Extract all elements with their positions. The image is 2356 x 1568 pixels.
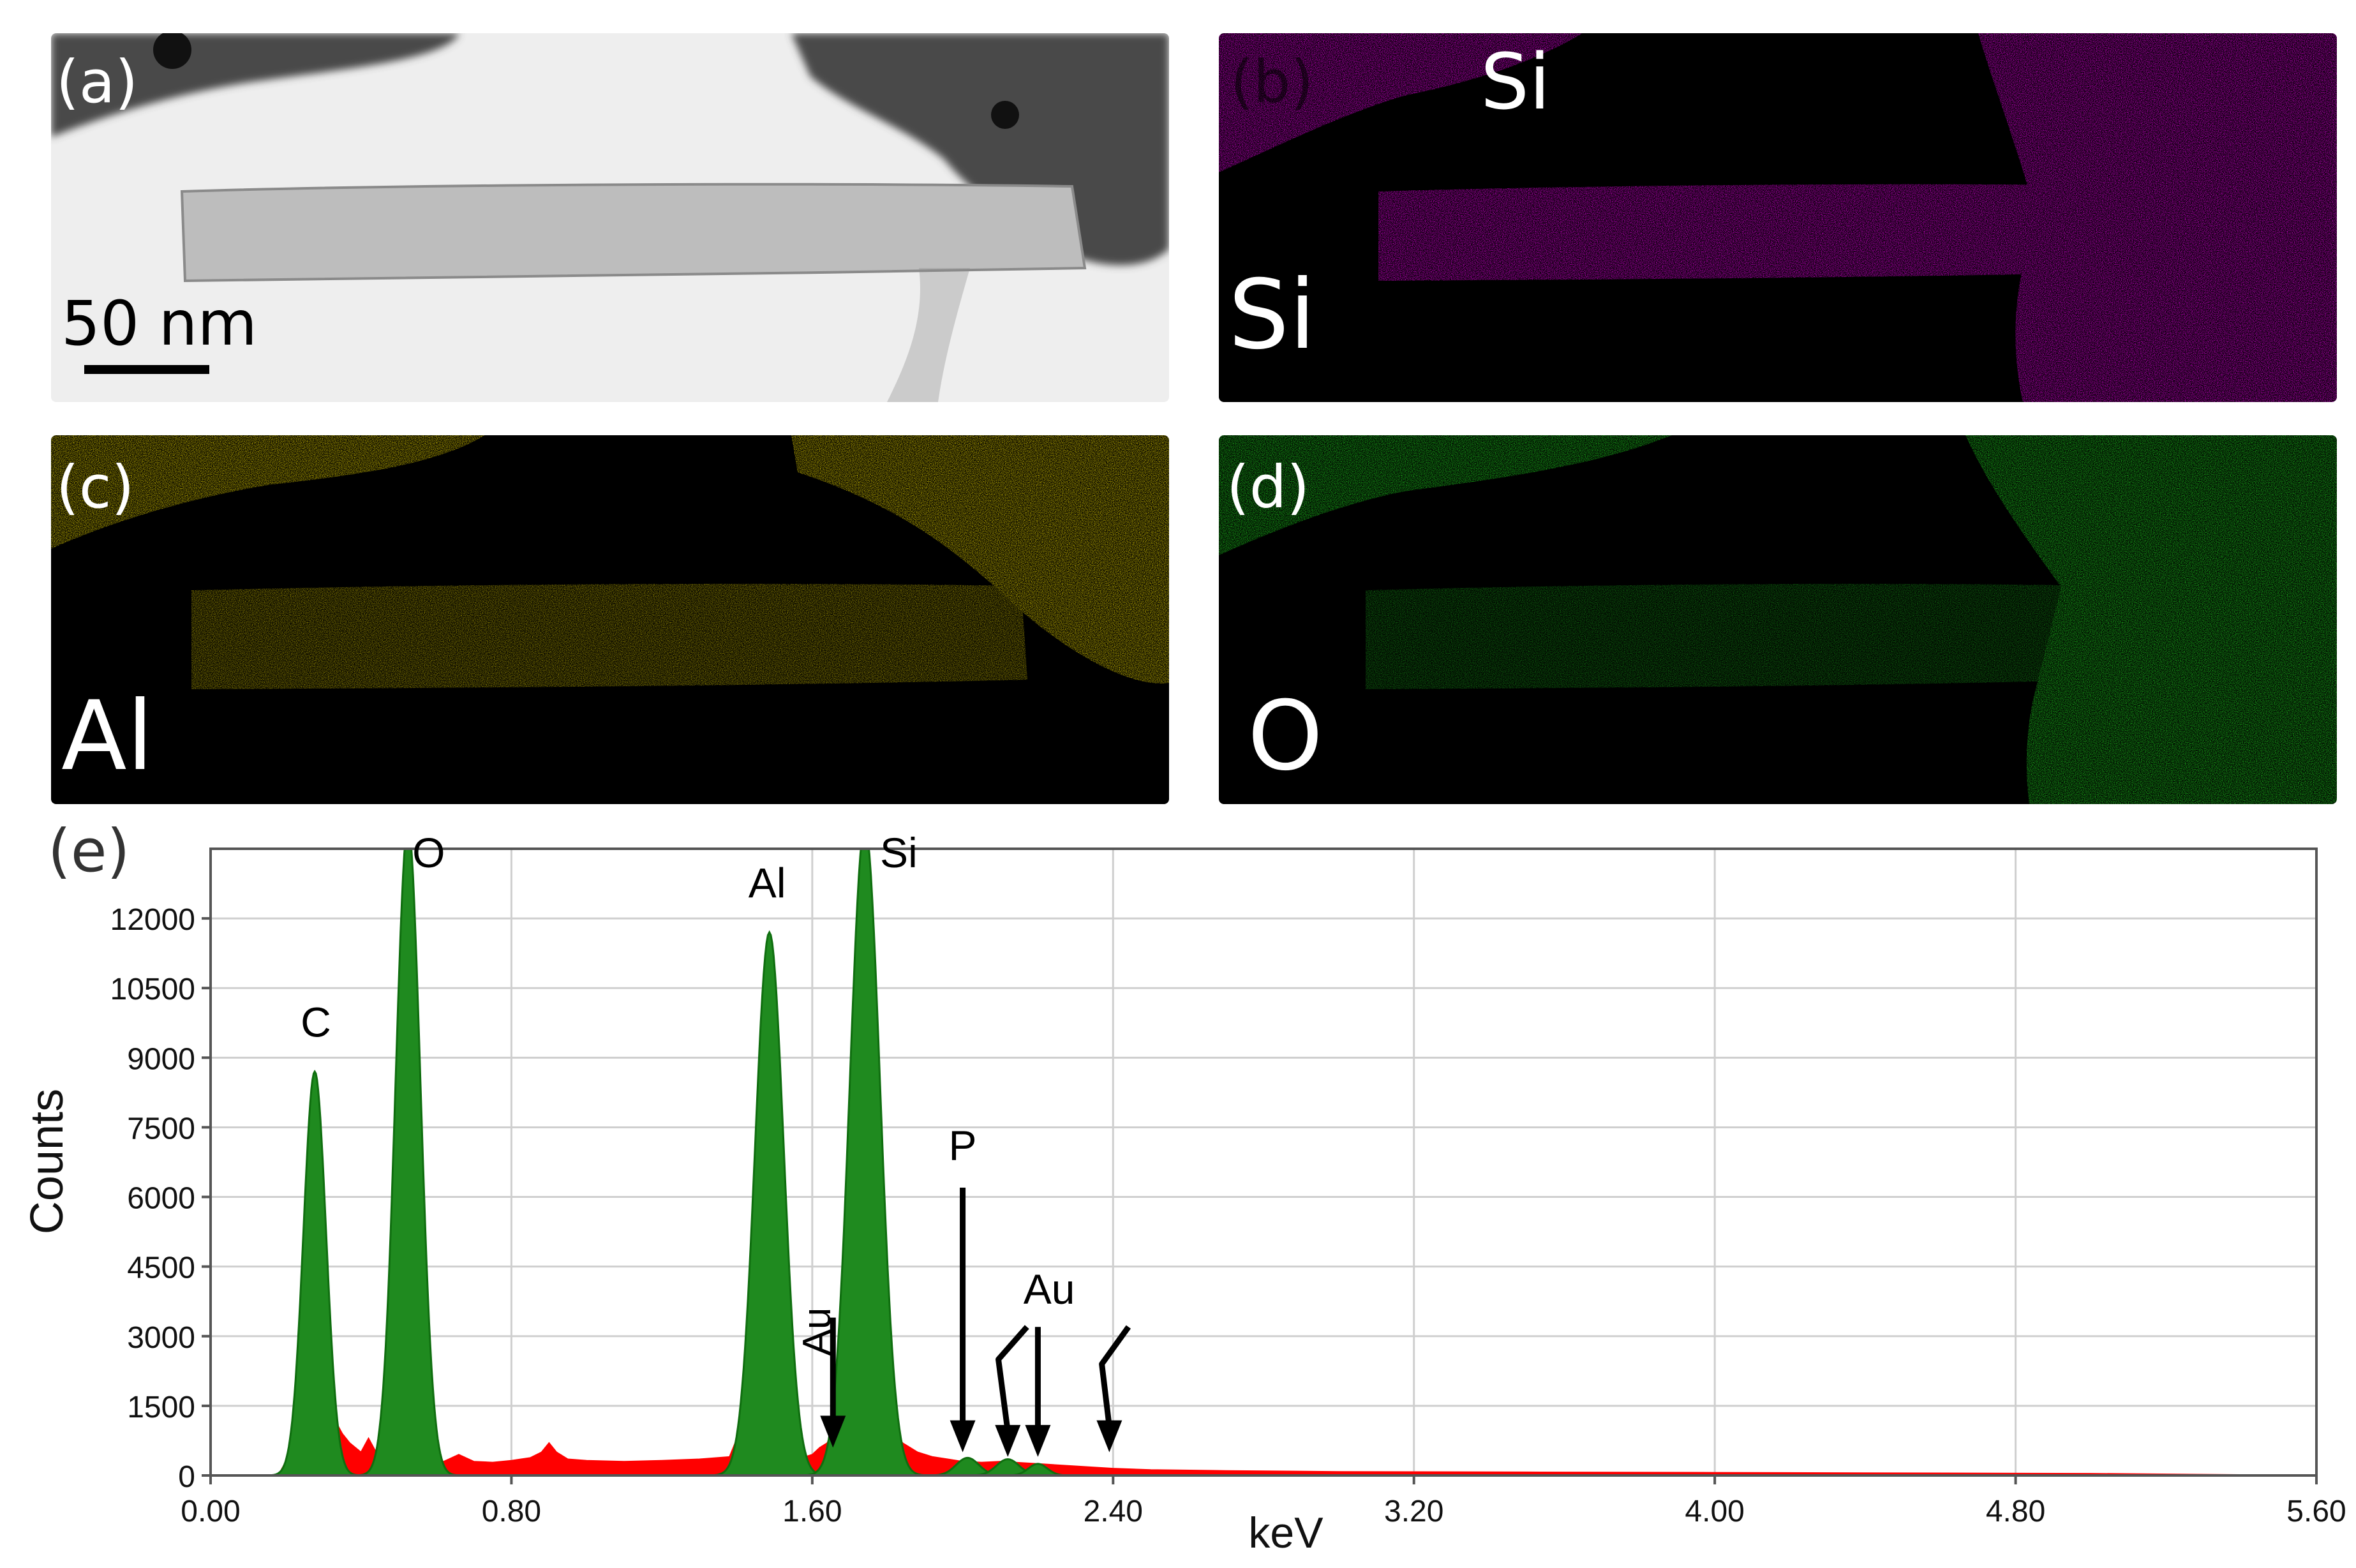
- y-tick-label: 12000: [110, 903, 195, 937]
- y-tick-label: 3000: [127, 1321, 195, 1355]
- tem-rod-shadow: [887, 268, 970, 402]
- peak-label-au: Au: [1024, 1266, 1075, 1313]
- panel-d-o-map: (d) O: [1219, 435, 2337, 804]
- si-annotation-top: Si: [1480, 38, 1551, 127]
- x-tick-label: 1.60: [782, 1495, 842, 1528]
- peak-label-c: C: [301, 999, 331, 1046]
- x-tick-label: 0.00: [181, 1495, 240, 1528]
- tem-dark-particle: [991, 101, 1019, 129]
- x-axis-label: keV: [1248, 1509, 1323, 1557]
- peak-si: [804, 849, 925, 1475]
- peak-c: [269, 1070, 360, 1475]
- peak-label-si: Si: [880, 829, 918, 876]
- tem-nanorod: [180, 183, 1087, 283]
- panel-b-label: (b): [1230, 48, 1313, 116]
- scale-bar: [84, 365, 209, 374]
- peak-o: [358, 849, 458, 1475]
- y-tick-label: 7500: [127, 1112, 195, 1146]
- scale-bar-label: 50 nm: [61, 288, 257, 359]
- x-tick-label: 4.00: [1685, 1495, 1744, 1528]
- peak-label-o: O: [412, 829, 445, 876]
- chart-axes: 0 1500 3000 4500 6000 7500 9000 10500 12000 0.00 0…: [110, 847, 2346, 1528]
- panel-a-label: (a): [56, 48, 138, 116]
- y-tick-label: 1500: [127, 1391, 195, 1424]
- panel-a-tem-image: (a) 50 nm: [51, 33, 1169, 402]
- peak-label-al: Al: [749, 859, 786, 906]
- y-tick-label: 4500: [127, 1251, 195, 1285]
- y-axis-label: Counts: [22, 1089, 73, 1234]
- peak-al: [712, 930, 827, 1475]
- panel-d-element-label: O: [1248, 681, 1323, 792]
- y-tick-label: 9000: [127, 1042, 195, 1076]
- arrowhead-au: [1025, 1424, 1051, 1457]
- arrowhead-au: [1096, 1420, 1122, 1452]
- x-tick-label: 5.60: [2286, 1495, 2346, 1528]
- arrow-au: [1099, 1325, 1131, 1428]
- arrowhead-au: [995, 1424, 1021, 1457]
- x-tick-label: 3.20: [1384, 1495, 1443, 1528]
- x-tick-label: 0.80: [482, 1495, 541, 1528]
- tem-particle-left: [51, 33, 459, 137]
- background-spectrum-area: [278, 1094, 2316, 1475]
- tem-dark-particle: [153, 33, 191, 69]
- arrow-au: [995, 1325, 1029, 1432]
- panel-e-label: (e): [48, 817, 130, 885]
- chart-grid: [209, 849, 2318, 1477]
- y-tick-label: 0: [178, 1460, 195, 1494]
- panel-e-eds-spectrum: (e) 015003000450060007500900010500120000…: [22, 817, 2346, 1557]
- spectrum-series: [269, 849, 2316, 1475]
- panel-c-label: (c): [56, 453, 134, 521]
- y-tick-label: 6000: [127, 1182, 195, 1216]
- panel-c-element-label: Al: [61, 681, 153, 792]
- x-tick-label: 2.40: [1084, 1495, 1143, 1528]
- arrowhead-p: [950, 1420, 976, 1452]
- panel-b-si-map: (b) Si Si: [1219, 33, 2337, 402]
- arrowhead-au: [820, 1415, 846, 1448]
- x-tick-label: 4.80: [1986, 1495, 2045, 1528]
- plot-frame: [209, 847, 2318, 1477]
- panel-d-label: (d): [1226, 453, 1309, 521]
- y-tick-label: 10500: [110, 973, 195, 1006]
- peak-label-p: P: [949, 1121, 977, 1169]
- panel-c-al-map: (c) Al: [51, 435, 1169, 804]
- panel-b-element-label: Si: [1228, 260, 1316, 371]
